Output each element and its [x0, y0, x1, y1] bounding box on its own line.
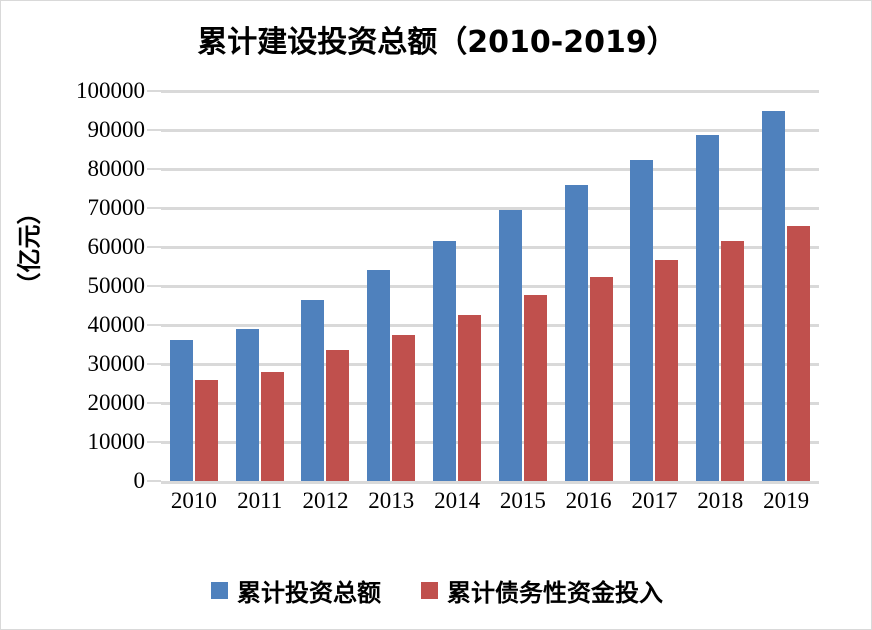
bars-layer — [161, 91, 819, 481]
x-axis-tick-label: 2016 — [565, 488, 612, 513]
bar-2016-series-1[interactable] — [589, 277, 613, 481]
bar-group — [490, 91, 556, 481]
gridline — [161, 285, 819, 288]
bar-2019-series-0[interactable] — [762, 110, 786, 481]
x-axis-tick-label: 2012 — [302, 488, 349, 513]
y-axis-tick-mark — [147, 90, 161, 92]
plot-area — [161, 90, 819, 484]
legend-swatch-icon — [211, 582, 228, 599]
x-axis-tick-labels: 2010 2011 2012 2013 2014 2015 2016 2017 2018 2019 — [161, 488, 819, 514]
bar-2011-series-1[interactable] — [260, 371, 284, 481]
x-axis-tick-label: 2015 — [499, 488, 546, 513]
y-axis-tick-mark — [147, 207, 161, 209]
bar-group — [753, 91, 819, 481]
y-axis-tick-label: 70000 — [87, 195, 146, 220]
y-axis-tick-mark — [147, 285, 161, 287]
y-axis-tick-mark — [147, 168, 161, 170]
bar-group — [622, 91, 688, 481]
y-axis-tick-label: 60000 — [87, 234, 146, 259]
bar-2012-series-0[interactable] — [301, 300, 325, 481]
bar-group — [556, 91, 622, 481]
legend-swatch-icon — [421, 582, 438, 599]
y-axis-tick-label: 100000 — [76, 78, 145, 103]
y-axis-tick-mark — [147, 246, 161, 248]
y-axis-tick-labels: 100000 90000 80000 70000 60000 50000 40000 3000… — [41, 78, 146, 493]
bar-2019-series-1[interactable] — [787, 225, 811, 481]
y-axis-tick-label: 30000 — [87, 351, 146, 376]
x-axis-tick-label: 2017 — [631, 488, 678, 513]
bar-2018-series-0[interactable] — [696, 135, 720, 481]
bar-2010-series-0[interactable] — [169, 339, 193, 481]
y-axis-tick-label: 80000 — [87, 156, 146, 181]
gridline — [161, 129, 819, 132]
x-axis-tick-label: 2014 — [434, 488, 481, 513]
bar-group — [161, 91, 227, 481]
gridline — [161, 168, 819, 171]
y-axis-tick-label: 10000 — [87, 429, 146, 454]
chart-legend: 累计投资总额 累计债务性资金投入 — [1, 573, 871, 608]
gridline — [161, 246, 819, 249]
legend-item-1[interactable]: 累计债务性资金投入 — [421, 573, 663, 608]
y-axis-tick-mark — [147, 402, 161, 404]
bar-group — [358, 91, 424, 481]
bar-2014-series-1[interactable] — [458, 315, 482, 481]
gridline — [161, 207, 819, 210]
bar-2013-series-0[interactable] — [367, 270, 391, 481]
bar-group — [424, 91, 490, 481]
bar-2018-series-1[interactable] — [721, 240, 745, 481]
gridline — [161, 324, 819, 327]
bar-2012-series-1[interactable] — [326, 350, 350, 481]
y-axis-tick-label: 50000 — [87, 273, 146, 298]
gridline — [161, 363, 819, 366]
y-axis-tick-mark — [147, 441, 161, 443]
y-axis-tick-mark — [147, 363, 161, 365]
y-axis-tick-marks — [147, 90, 161, 482]
x-axis-tick-label: 2010 — [170, 488, 217, 513]
legend-label: 累计投资总额 — [237, 579, 381, 607]
axis-baseline — [161, 481, 819, 484]
bar-2010-series-1[interactable] — [194, 379, 218, 481]
gridline — [161, 90, 819, 93]
bar-2014-series-0[interactable] — [433, 241, 457, 481]
gridline — [161, 441, 819, 444]
y-axis-tick-mark — [147, 480, 161, 482]
y-axis-tick-label: 90000 — [87, 117, 146, 142]
bar-2017-series-0[interactable] — [630, 160, 654, 481]
y-axis-tick-mark — [147, 129, 161, 131]
chart-title: 累计建设投资总额（2010-2019） — [197, 25, 677, 60]
y-axis-tick-label: 0 — [133, 468, 146, 493]
bar-2013-series-1[interactable] — [392, 335, 416, 481]
bar-group — [293, 91, 359, 481]
gridline — [161, 402, 819, 405]
bar-group — [227, 91, 293, 481]
y-axis-tick-label: 40000 — [87, 312, 146, 337]
bar-2015-series-1[interactable] — [523, 294, 547, 481]
bar-2016-series-0[interactable] — [564, 185, 588, 481]
bar-group — [687, 91, 753, 481]
x-axis-tick-label: 2019 — [763, 488, 810, 513]
legend-item-0[interactable]: 累计投资总额 — [211, 573, 381, 608]
bar-2017-series-1[interactable] — [655, 259, 679, 481]
legend-label: 累计债务性资金投入 — [447, 579, 663, 607]
y-axis-tick-label: 20000 — [87, 390, 146, 415]
x-axis-tick-label: 2013 — [368, 488, 415, 513]
x-axis-tick-label: 2018 — [697, 488, 744, 513]
y-axis-title: （亿元） — [15, 200, 44, 297]
bar-2011-series-0[interactable] — [235, 328, 259, 481]
y-axis-tick-mark — [147, 324, 161, 326]
x-axis-tick-label: 2011 — [237, 488, 283, 513]
bar-2015-series-0[interactable] — [498, 209, 522, 481]
